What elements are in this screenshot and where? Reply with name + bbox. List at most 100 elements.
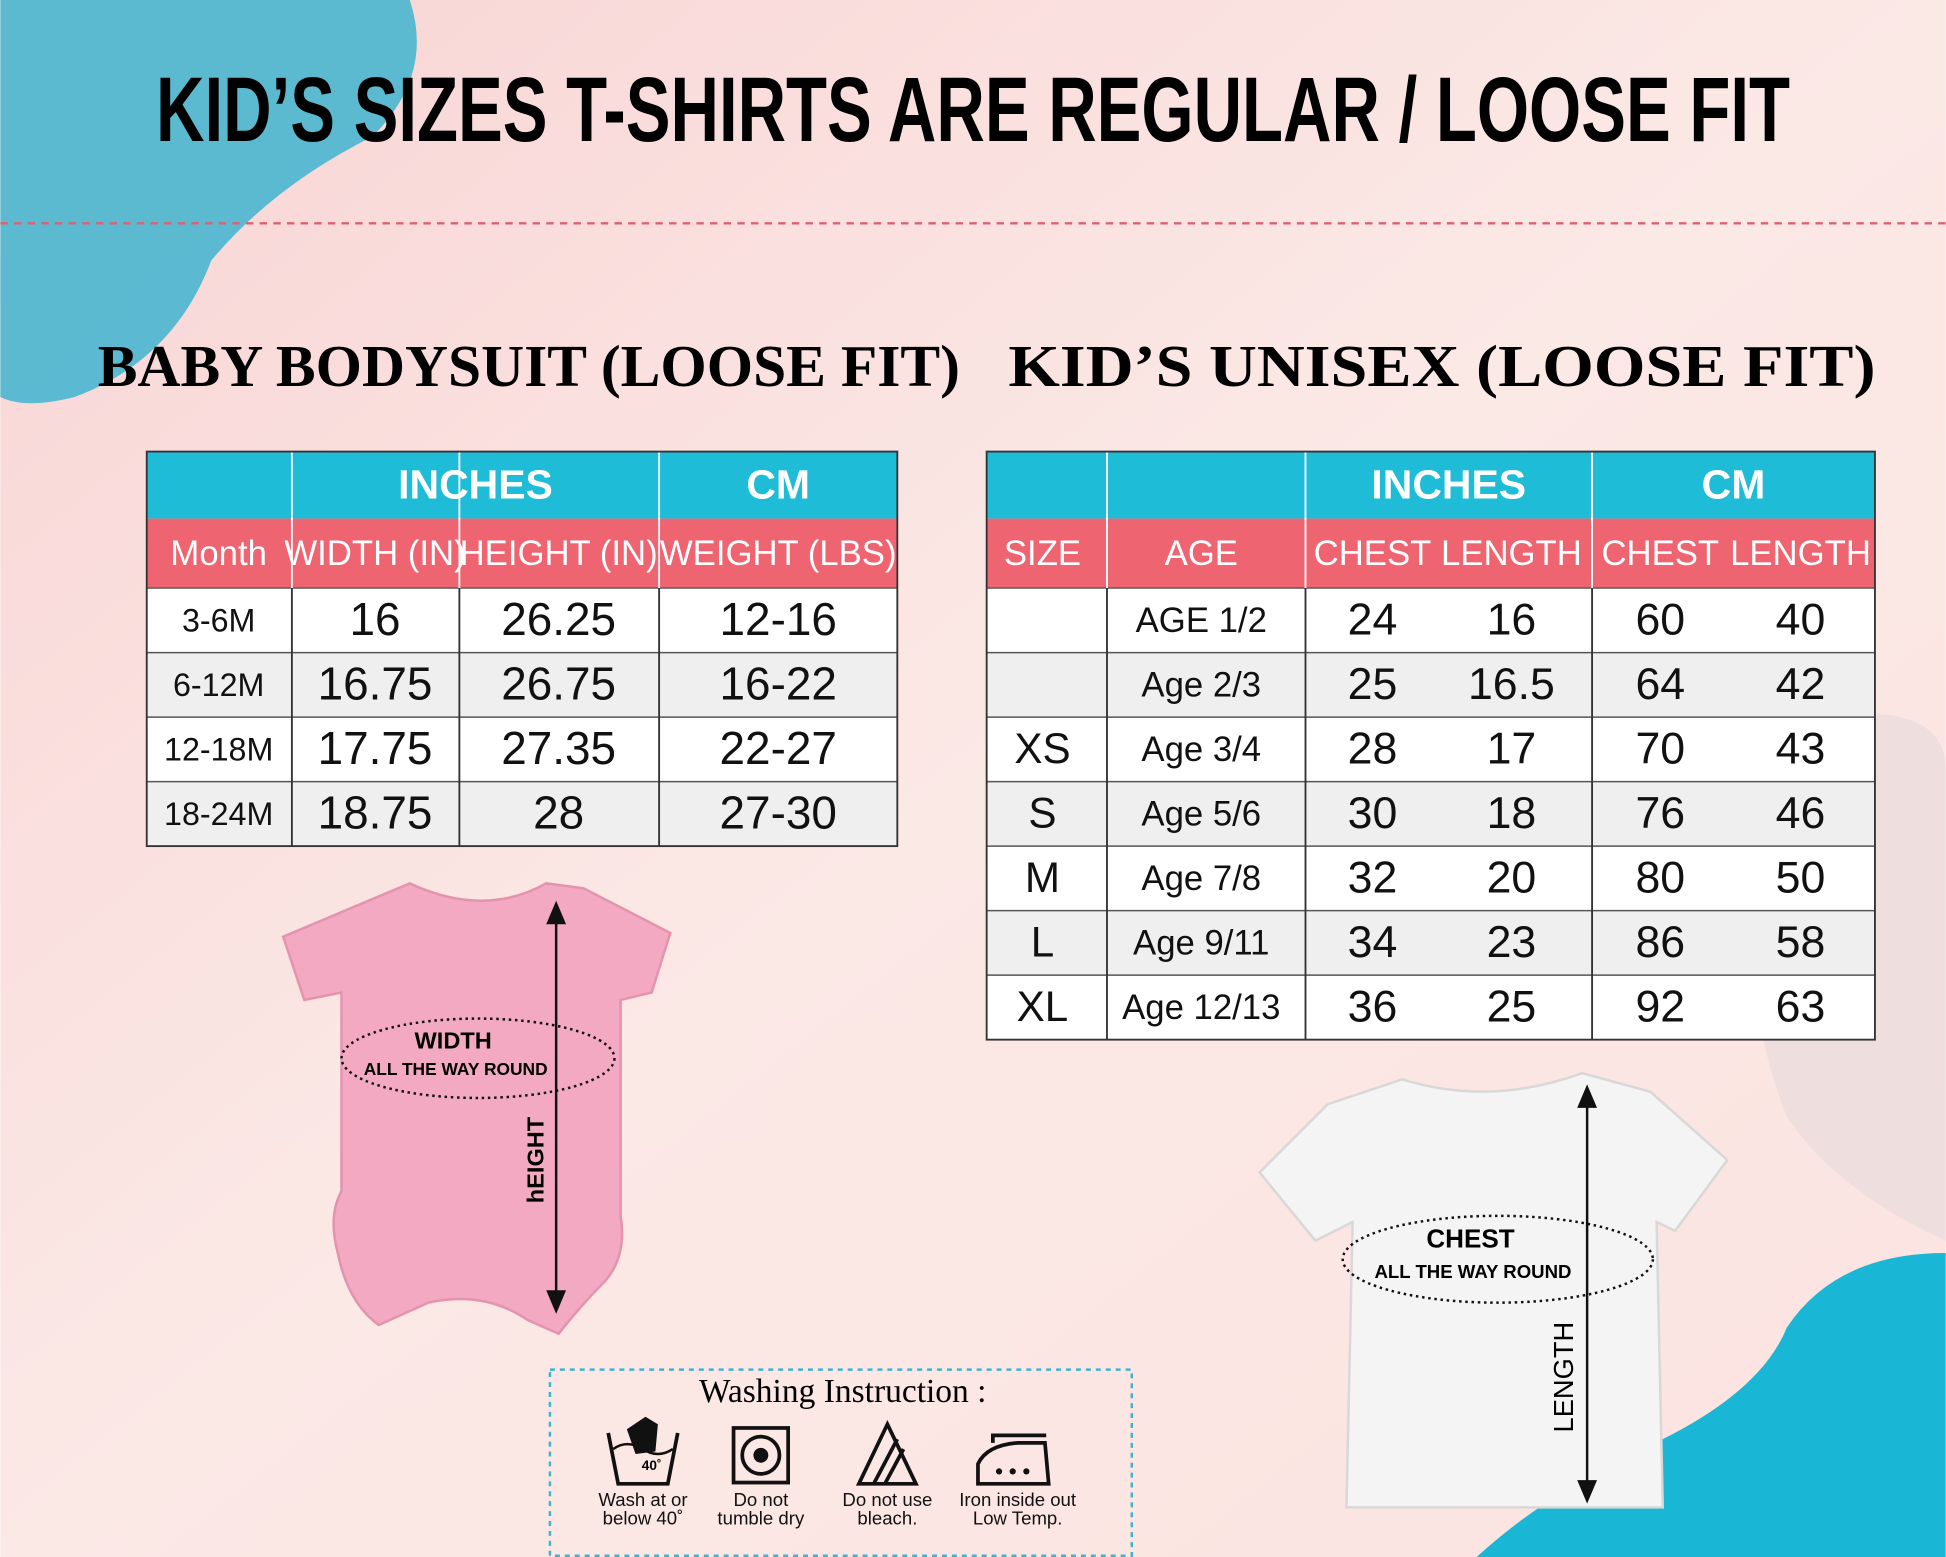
table-cell: 16 bbox=[349, 593, 400, 645]
iron-dot bbox=[1009, 1468, 1016, 1475]
table-cell: 24 bbox=[1348, 596, 1398, 645]
main-title: KID’S SIZES T-SHIRTS ARE REGULAR / LOOSE… bbox=[156, 59, 1790, 161]
tshirt bbox=[1257, 1071, 1729, 1509]
table-cell: 36 bbox=[1348, 983, 1398, 1032]
table-cell: 70 bbox=[1635, 725, 1685, 774]
table-cell: 42 bbox=[1776, 660, 1826, 709]
table-cell: 58 bbox=[1776, 918, 1826, 967]
blob-top-left bbox=[0, 0, 417, 404]
table-cell: XS bbox=[1014, 725, 1070, 772]
table-cell: XL bbox=[1017, 983, 1069, 1030]
table-cell: Age 12/13 bbox=[1122, 989, 1280, 1027]
column-header-row bbox=[986, 518, 1875, 589]
chest-ellipse bbox=[1341, 1214, 1655, 1304]
table-cell: Age 5/6 bbox=[1141, 796, 1261, 834]
washing-label: Do not use bbox=[842, 1489, 932, 1510]
iron-icon bbox=[976, 1433, 1051, 1486]
bodysuit bbox=[281, 881, 672, 1336]
table-cell: 27.35 bbox=[501, 722, 616, 774]
iron-dot bbox=[1023, 1468, 1030, 1475]
table-cell: 26.75 bbox=[501, 657, 616, 709]
table-cell: 30 bbox=[1348, 789, 1398, 838]
table-cell: Age 9/11 bbox=[1133, 925, 1269, 963]
table-cell: 23 bbox=[1487, 918, 1537, 967]
chest-note: ALL THE WAY ROUND bbox=[1374, 1261, 1571, 1282]
table-cell: AGE 1/2 bbox=[1136, 602, 1267, 640]
table-cell: 3-6M bbox=[182, 602, 255, 638]
table-row bbox=[146, 588, 898, 653]
washing-border bbox=[548, 1368, 1134, 1557]
washing-label: bleach. bbox=[857, 1508, 917, 1529]
width-note: ALL THE WAY ROUND bbox=[364, 1059, 548, 1079]
chest-label: CHEST bbox=[1426, 1224, 1514, 1254]
table-row bbox=[986, 846, 1875, 911]
column-header: WEIGHT (LBS) bbox=[660, 535, 897, 573]
length-label: LENGTH bbox=[1548, 1322, 1579, 1433]
table-cell: 28 bbox=[1348, 725, 1398, 774]
table-cell: Age 3/4 bbox=[1141, 731, 1261, 769]
width-ellipse bbox=[340, 1017, 616, 1100]
wash-hand bbox=[626, 1416, 658, 1455]
table-row bbox=[146, 717, 898, 782]
table-cell: 12-16 bbox=[720, 593, 837, 645]
table-cell: 40 bbox=[1776, 596, 1826, 645]
kids-heading: KID’S UNISEX (LOOSE FIT) bbox=[1008, 333, 1875, 399]
dry-dot bbox=[753, 1447, 769, 1463]
washing-box: Washing Instruction : 40˚ Wash at orbelo… bbox=[548, 1368, 1134, 1557]
table-cell: 50 bbox=[1776, 854, 1826, 903]
washing-title: Washing Instruction : bbox=[699, 1373, 986, 1410]
group-header: CM bbox=[746, 461, 810, 507]
table-row bbox=[986, 652, 1875, 718]
table-cell: 32 bbox=[1348, 854, 1398, 903]
table-cell: 17 bbox=[1487, 725, 1537, 774]
table-cell: 22-27 bbox=[720, 722, 837, 774]
table-cell: L bbox=[1031, 919, 1054, 966]
table-cell: 63 bbox=[1776, 983, 1826, 1032]
column-header: LENGTH bbox=[1441, 535, 1582, 573]
washing-label: Wash at or bbox=[598, 1489, 687, 1510]
washing-label: Low Temp. bbox=[973, 1508, 1063, 1529]
washing-label: Iron inside out bbox=[959, 1489, 1077, 1510]
table-cell: 46 bbox=[1776, 789, 1826, 838]
table-cell: 16 bbox=[1487, 596, 1537, 645]
table-cell: M bbox=[1025, 854, 1060, 901]
table-row bbox=[986, 975, 1875, 1040]
wash-icon bbox=[606, 1432, 680, 1486]
table-row bbox=[986, 910, 1875, 976]
table-cell: 28 bbox=[533, 786, 584, 838]
group-header: CM bbox=[1702, 461, 1766, 507]
table-cell: 64 bbox=[1635, 660, 1685, 709]
column-header-row bbox=[146, 518, 898, 589]
tables: INCHES CM Month WIDTH (IN)HEIGHT (IN) WEIGHT… bbox=[145, 450, 1876, 1041]
table-cell: 18.75 bbox=[318, 786, 433, 838]
table-cell: 26.25 bbox=[501, 593, 616, 645]
table-cell: 18 bbox=[1487, 789, 1537, 838]
table-cell: 12-18M bbox=[164, 731, 273, 767]
table-border bbox=[985, 450, 1876, 1041]
table-cell: 60 bbox=[1635, 596, 1685, 645]
table-cell: 20 bbox=[1487, 854, 1537, 903]
column-header: Month bbox=[170, 535, 267, 573]
table-cell: 76 bbox=[1635, 789, 1685, 838]
dry-circle bbox=[740, 1434, 782, 1476]
bleach-icon bbox=[855, 1419, 919, 1486]
table-cell: 34 bbox=[1348, 918, 1398, 967]
group-header-row bbox=[986, 451, 1875, 519]
table-row bbox=[986, 717, 1875, 782]
table-cell: 43 bbox=[1776, 725, 1826, 774]
washing-label: tumble dry bbox=[717, 1508, 805, 1529]
table-cell: 18-24M bbox=[164, 796, 273, 832]
group-header-row bbox=[146, 451, 898, 519]
washing-label: Do not bbox=[733, 1489, 789, 1510]
table-cell: 16.5 bbox=[1468, 660, 1555, 709]
width-label: WIDTH bbox=[415, 1027, 492, 1053]
washing-label: below 40˚ bbox=[603, 1508, 684, 1529]
table-cell: 16.75 bbox=[318, 657, 433, 709]
column-header: CHEST bbox=[1601, 535, 1719, 573]
tshirt-diagram: CHEST ALL THE WAY ROUND LENGTH bbox=[1257, 1071, 1729, 1509]
table-cell: S bbox=[1028, 789, 1056, 836]
table-cell: 27-30 bbox=[720, 786, 837, 838]
table-cell: 80 bbox=[1635, 854, 1685, 903]
